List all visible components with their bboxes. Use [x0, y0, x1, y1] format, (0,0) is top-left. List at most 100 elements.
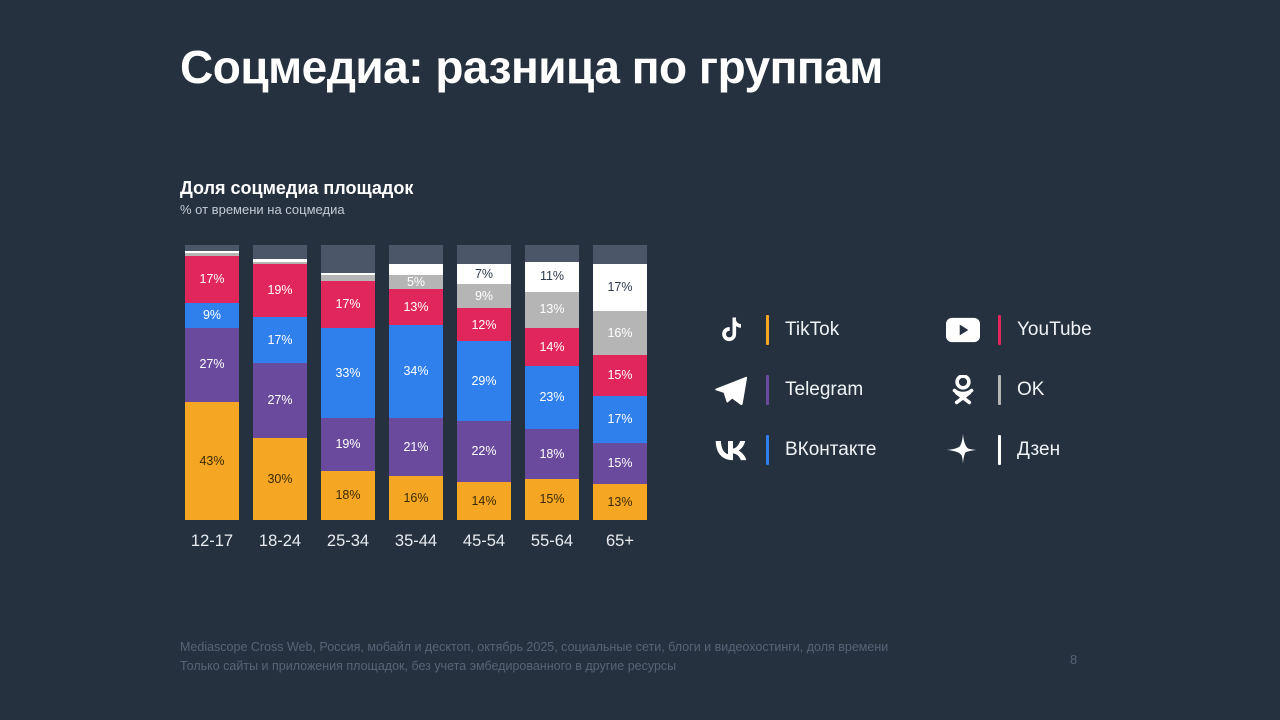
bar-segment-label: 12% [471, 317, 497, 332]
legend-item-label: TikTok [785, 319, 840, 340]
bar-segment-label: 17% [335, 296, 361, 311]
bar-segment [253, 258, 307, 262]
chart-legend: TikTok YouTube Telegram OK ВКонтакте Дзен [710, 300, 1160, 480]
legend-item-label: Дзен [1017, 439, 1061, 460]
bar-segment: 34% [389, 324, 443, 419]
bar-segment-label: 14% [471, 493, 497, 508]
bar-segment-label: 9% [202, 307, 222, 322]
bar-segment-label: 23% [539, 390, 565, 405]
x-axis-label: 35-44 [394, 532, 438, 550]
bar-segment: 16% [389, 476, 443, 520]
bar-segment [321, 272, 375, 276]
bar-column: 17% 16% 15% 17% 15% 13% [593, 245, 647, 520]
bar-segment-label: 13% [607, 494, 633, 509]
bar-segment-label: 17% [607, 412, 633, 427]
footer-note: Mediascope Cross Web, Россия, мобайл и д… [180, 638, 888, 676]
bar-segment-label: 18% [335, 488, 361, 502]
chart-subheading: % от времени на соцмедиа [180, 202, 345, 217]
bar-column: 17% 9% 27% 43% [185, 245, 239, 520]
bar-segment: 15% [525, 478, 579, 520]
bar-segment: 13% [389, 289, 443, 325]
bar-segment: 17% [593, 396, 647, 443]
legend-item-label: YouTube [1017, 319, 1092, 340]
bar-segment [525, 245, 579, 262]
bar-segment [253, 245, 307, 259]
legend-item-вконтакте: ВКонтакте [710, 427, 942, 473]
bar-segment: 33% [321, 327, 375, 419]
bar-segment-label: 27% [199, 357, 225, 372]
telegram-icon [710, 373, 752, 407]
bar-column: 11% 13% 14% 23% 18% 15% [525, 245, 579, 520]
legend-item-label: OK [1017, 379, 1045, 400]
bar-segment-label: 16% [607, 325, 633, 340]
bar-segment-label: 5% [406, 275, 426, 289]
bar-segment: 11% [525, 261, 579, 292]
bar-segment-label: 13% [403, 299, 429, 314]
x-axis-label: 12-17 [190, 532, 234, 550]
dzen-icon [942, 433, 984, 467]
bar-segment: 14% [525, 327, 579, 366]
bar-segment: 12% [457, 308, 511, 342]
legend-color-swatch [766, 435, 769, 465]
legend-item-label: Telegram [785, 379, 864, 400]
stacked-bar-chart: 17% 9% 27% 43% 19% 17% 27% 30% 17% 33% 19% 18% 5% 13%… [185, 245, 650, 520]
bar-segment [185, 253, 239, 256]
bar-segment [457, 245, 511, 265]
bar-segment-label: 17% [199, 272, 225, 287]
x-axis-label: 55-64 [530, 532, 574, 550]
bar-segment: 22% [457, 421, 511, 482]
legend-item-дзен: Дзен [942, 427, 1174, 473]
bar-segment-label: 19% [267, 283, 293, 298]
bar-segment: 19% [253, 264, 307, 317]
ok-icon [942, 373, 984, 407]
vk-icon [710, 433, 752, 467]
bar-segment: 21% [389, 418, 443, 476]
legend-item-youtube: YouTube [942, 307, 1174, 353]
bar-segment: 19% [321, 418, 375, 471]
legend-item-tiktok: TikTok [710, 307, 942, 353]
youtube-icon [942, 313, 984, 347]
legend-color-swatch [766, 375, 769, 405]
tiktok-icon [710, 313, 752, 347]
bar-segment: 16% [593, 311, 647, 355]
bar-segment-label: 15% [607, 368, 633, 383]
bar-segment: 30% [253, 437, 307, 520]
bar-segment-label: 18% [539, 446, 565, 461]
bar-segment: 43% [185, 401, 239, 520]
bar-segment-label: 33% [335, 365, 361, 380]
bar-segment: 17% [253, 316, 307, 364]
legend-item-ok: OK [942, 367, 1174, 413]
bar-segment: 9% [185, 302, 239, 328]
bar-segment-label: 17% [607, 280, 633, 295]
bar-segment-label: 27% [267, 393, 293, 408]
page-number: 8 [1070, 652, 1078, 667]
bar-segment: 15% [593, 355, 647, 397]
legend-color-swatch [766, 315, 769, 345]
bar-segment [389, 245, 443, 265]
bar-segment-label: 14% [539, 339, 565, 354]
x-axis-label: 18-24 [258, 532, 302, 550]
x-axis-label: 45-54 [462, 532, 506, 550]
bar-segment-label: 34% [403, 364, 429, 379]
bar-segment-label: 19% [335, 437, 361, 452]
bar-segment-label: 16% [403, 490, 429, 505]
bar-column: 7% 9% 12% 29% 22% 14% [457, 245, 511, 520]
page-title: Соцмедиа: разница по группам [180, 41, 883, 93]
bar-segment-label: 15% [539, 492, 565, 507]
bar-segment [321, 245, 375, 273]
bar-segment: 9% [457, 283, 511, 309]
bar-column: 19% 17% 27% 30% [253, 245, 307, 520]
bar-segment: 29% [457, 341, 511, 421]
x-axis-label: 25-34 [326, 532, 370, 550]
bar-segment-label: 13% [539, 302, 565, 317]
footer-line-1: Mediascope Cross Web, Россия, мобайл и д… [180, 640, 889, 654]
bar-segment-label: 7% [474, 266, 494, 281]
bar-column: 17% 33% 19% 18% [321, 245, 375, 520]
bar-segment-label: 22% [471, 444, 497, 458]
bar-segment-label: 11% [539, 269, 565, 284]
bar-segment [185, 245, 239, 251]
chart-heading: Доля соцмедиа площадок [180, 178, 414, 198]
bar-segment: 14% [457, 481, 511, 520]
footer-line-2: Только сайты и приложения площадок, без … [180, 659, 677, 673]
bar-segment: 13% [525, 291, 579, 328]
